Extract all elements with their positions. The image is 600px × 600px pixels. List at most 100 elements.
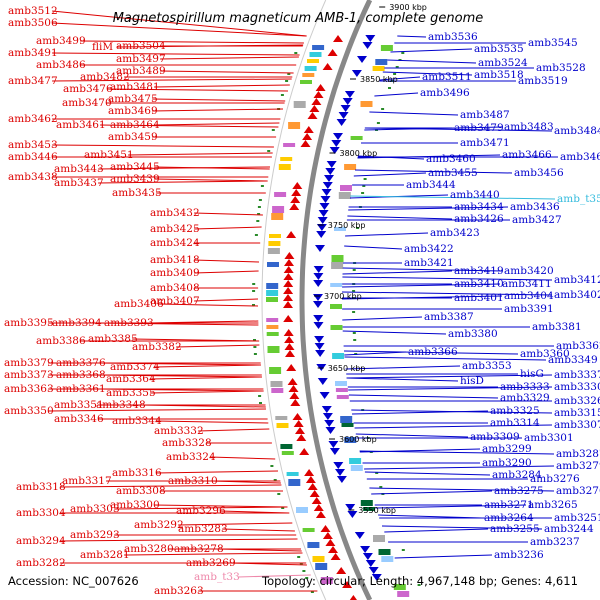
right-gene-label[interactable]: amb3309	[470, 431, 520, 443]
right-gene-label[interactable]: amb3333	[500, 381, 550, 393]
right-gene-label[interactable]: amb3412	[554, 274, 600, 286]
right-gene-label[interactable]: amb3330	[554, 381, 600, 393]
left-gene-label[interactable]: amb3328	[162, 437, 212, 449]
right-gene-label[interactable]: amb3524	[478, 57, 528, 69]
right-gene-label[interactable]: amb3362	[556, 340, 600, 352]
left-gene-label[interactable]: amb3379	[4, 357, 54, 369]
left-gene-label[interactable]: amb3461	[56, 119, 106, 131]
right-gene-label[interactable]: amb3545	[528, 37, 578, 49]
right-gene-label[interactable]: amb3270	[556, 485, 600, 497]
right-gene-label[interactable]: amb3381	[532, 321, 582, 333]
left-gene-label[interactable]: amb3395	[4, 317, 54, 329]
right-gene-label[interactable]: amb3401	[454, 292, 504, 304]
right-gene-label[interactable]: amb3236	[494, 549, 544, 561]
right-gene-label[interactable]: amb3391	[504, 303, 554, 315]
right-gene-label[interactable]: amb3276	[530, 473, 580, 485]
left-gene-label[interactable]: amb3361	[56, 383, 106, 395]
left-gene-label[interactable]: amb3497	[116, 53, 166, 65]
left-gene-label[interactable]: amb3364	[106, 373, 156, 385]
left-gene-label[interactable]: amb_t33	[194, 571, 240, 583]
right-gene-label[interactable]: amb3353	[462, 360, 512, 372]
left-gene-label[interactable]: amb3393	[104, 317, 154, 329]
left-gene-label[interactable]: amb3451	[84, 149, 134, 161]
right-gene-label[interactable]: amb3484	[554, 125, 600, 137]
right-gene-label[interactable]: amb3434	[454, 201, 504, 213]
right-gene-label[interactable]: amb3487	[460, 109, 510, 121]
left-gene-label[interactable]: amb3470	[62, 97, 112, 109]
right-gene-label[interactable]: hisD	[460, 375, 484, 387]
left-gene-label[interactable]: amb3491	[8, 47, 58, 59]
left-gene-label[interactable]: amb3303	[70, 503, 120, 515]
left-gene-label[interactable]: amb3344	[112, 415, 162, 427]
right-gene-label[interactable]: amb3496	[420, 87, 470, 99]
right-gene-label[interactable]: amb3265	[528, 499, 578, 511]
right-gene-label[interactable]: amb3518	[474, 69, 524, 81]
right-gene-label[interactable]: amb3456	[514, 167, 564, 179]
left-gene-label[interactable]: amb3481	[110, 81, 160, 93]
left-gene-label[interactable]: amb3443	[54, 163, 104, 175]
right-gene-label[interactable]: amb3255	[490, 523, 540, 535]
left-gene-label[interactable]: amb3469	[108, 105, 158, 117]
left-gene-label[interactable]: amb3489	[116, 65, 166, 77]
left-gene-label[interactable]: amb3386	[36, 335, 86, 347]
right-gene-label[interactable]: amb3423	[430, 227, 480, 239]
left-gene-label[interactable]: amb3296	[176, 505, 226, 517]
left-gene-label[interactable]: amb3459	[108, 131, 158, 143]
left-gene-label[interactable]: amb3368	[56, 369, 106, 381]
left-gene-label[interactable]: amb3294	[16, 535, 66, 547]
left-gene-label[interactable]: amb3477	[8, 75, 58, 87]
right-gene-label[interactable]: amb3290	[482, 457, 532, 469]
right-gene-label[interactable]: amb3427	[512, 214, 562, 226]
left-gene-label[interactable]: amb3418	[150, 254, 200, 266]
right-gene-label[interactable]: amb3349	[548, 354, 598, 366]
left-gene-label[interactable]: amb3382	[132, 341, 182, 353]
left-gene-label[interactable]: amb3435	[112, 187, 162, 199]
left-gene-label[interactable]: amb3446	[8, 151, 58, 163]
left-gene-label[interactable]: amb3324	[166, 451, 216, 463]
right-gene-label[interactable]: amb3337	[554, 369, 600, 381]
left-gene-label[interactable]: amb3292	[134, 519, 184, 531]
left-gene-label[interactable]: amb3304	[16, 507, 66, 519]
left-gene-label[interactable]: amb3281	[80, 549, 130, 561]
left-gene-label[interactable]: amb3316	[112, 467, 162, 479]
left-gene-label[interactable]: amb3394	[52, 317, 102, 329]
left-gene-label[interactable]: amb3453	[8, 139, 58, 151]
left-gene-label[interactable]: amb3280	[124, 543, 174, 555]
right-gene-label[interactable]: amb3422	[404, 243, 454, 255]
left-gene-label[interactable]: amb3355	[106, 387, 156, 399]
right-gene-label[interactable]: amb3420	[504, 265, 554, 277]
left-gene-label[interactable]: amb3269	[186, 557, 236, 569]
right-gene-label[interactable]: amb3519	[518, 75, 568, 87]
left-gene-label[interactable]: amb3475	[108, 93, 158, 105]
right-gene-label[interactable]: amb3271	[484, 499, 534, 511]
left-gene-label[interactable]: amb3332	[154, 425, 204, 437]
right-gene-label[interactable]: amb3314	[490, 417, 540, 429]
left-gene-label[interactable]: amb3300	[110, 499, 160, 511]
left-gene-label[interactable]: amb3317	[62, 475, 112, 487]
left-gene-label[interactable]: amb3282	[16, 557, 66, 569]
right-gene-label[interactable]: amb3380	[448, 328, 498, 340]
left-gene-label[interactable]: amb3425	[150, 223, 200, 235]
right-gene-label[interactable]: amb3421	[404, 257, 454, 269]
left-gene-label[interactable]: amb3406	[114, 298, 164, 310]
left-gene-label[interactable]: amb3424	[150, 237, 200, 249]
right-gene-label[interactable]: amb3467	[560, 151, 600, 163]
left-gene-label[interactable]: amb3499	[36, 35, 86, 47]
right-gene-label[interactable]: amb3279	[556, 460, 600, 472]
right-gene-label[interactable]: amb3419	[454, 265, 504, 277]
left-gene-label[interactable]: amb3308	[116, 485, 166, 497]
right-gene-label[interactable]: amb3536	[428, 31, 478, 43]
left-gene-label[interactable]: amb3464	[110, 119, 160, 131]
left-gene-label[interactable]: amb3310	[168, 475, 218, 487]
right-gene-label[interactable]: amb3326	[554, 395, 600, 407]
right-gene-label[interactable]: hisG	[520, 368, 544, 380]
left-gene-label[interactable]: amb3346	[54, 413, 104, 425]
right-gene-label[interactable]: amb3237	[530, 536, 580, 548]
left-gene-label[interactable]: amb3482	[80, 71, 130, 83]
right-gene-label[interactable]: amb3535	[474, 43, 524, 55]
right-gene-label[interactable]: amb3426	[454, 213, 504, 225]
right-gene-label[interactable]: amb3404	[504, 290, 554, 302]
left-gene-label[interactable]: amb3283	[178, 523, 228, 535]
right-gene-label[interactable]: amb3315	[554, 407, 600, 419]
right-gene-label[interactable]: amb3466	[502, 149, 552, 161]
